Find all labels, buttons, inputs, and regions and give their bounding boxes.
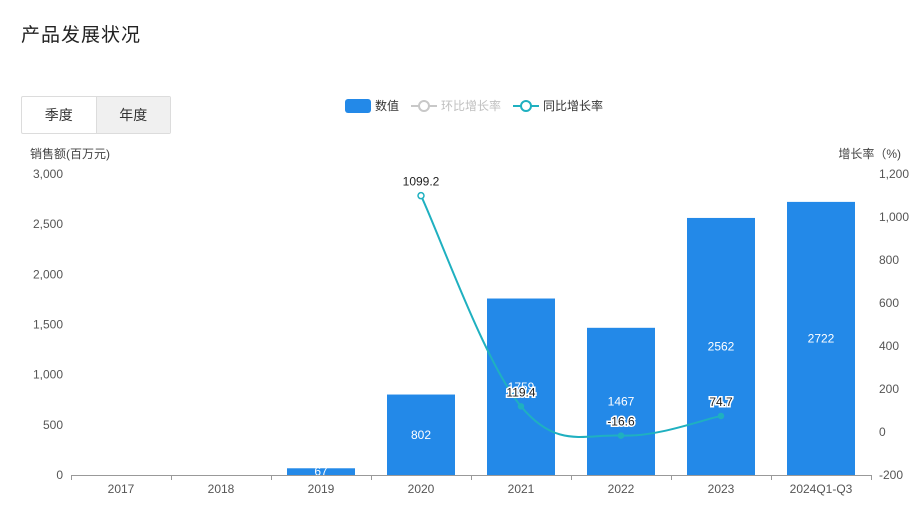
right-tick-label: 200	[879, 382, 899, 396]
yoy-line-series: 1099.2 119.4 -16.6 74.7	[403, 175, 735, 439]
page-title: 产品发展状况	[21, 25, 142, 46]
x-tick-label: 2024Q1-Q3	[790, 482, 853, 496]
left-tick-label: 3,000	[33, 167, 63, 181]
legend-label: 同比增长率	[543, 98, 603, 113]
bar	[687, 217, 755, 476]
right-tick-label: 1,200	[879, 167, 909, 181]
yoy-line-path	[420, 195, 722, 438]
left-tick-label: 0	[56, 468, 63, 482]
legend-swatch-bar	[345, 99, 371, 113]
x-tick-label: 2019	[308, 482, 335, 496]
left-tick-label: 500	[43, 418, 63, 432]
x-tick-label: 2018	[208, 482, 235, 496]
chart-legend: 数值 环比增长率 同比增长率	[345, 98, 603, 113]
right-tick-label: -200	[879, 468, 903, 482]
x-tick-label: 2020	[408, 482, 435, 496]
legend-swatch-marker	[418, 100, 430, 112]
quarter-toggle-button[interactable]: 季度	[44, 107, 73, 123]
bar-value-label: 67	[314, 465, 328, 479]
yoy-line-point	[717, 412, 725, 420]
x-tick-label: 2023	[708, 482, 735, 496]
left-tick-label: 2,000	[33, 267, 63, 281]
right-tick-label: 800	[879, 253, 899, 267]
yoy-line-point	[417, 191, 425, 200]
x-tick-label: 2022	[608, 482, 635, 496]
right-axis-ticks: -200 0 200 400 600 800 1,000 1,200	[879, 167, 909, 482]
right-tick-label: 400	[879, 339, 899, 353]
bar-series: 67 802 1759 1467 2562 2722	[287, 201, 855, 479]
bar-value-label: 2562	[708, 339, 735, 353]
left-tick-label: 1,500	[33, 318, 63, 332]
bar-value-label: 1467	[608, 394, 635, 408]
right-tick-label: 0	[879, 425, 886, 439]
legend-swatch-marker	[520, 100, 532, 112]
right-axis-title: 增长率（%)	[838, 146, 901, 161]
yoy-line-point	[517, 403, 525, 410]
left-axis-ticks: 0 500 1,000 1,500 2,000 2,500 3,000	[33, 167, 63, 482]
right-tick-label: 600	[879, 296, 899, 310]
bar	[587, 327, 655, 475]
bar-value-label: 802	[411, 428, 431, 442]
year-toggle-button[interactable]: 年度	[95, 97, 170, 133]
bar-value-label: 1759	[508, 380, 535, 394]
legend-label: 环比增长率	[441, 98, 501, 113]
right-tick-label: 1,000	[879, 210, 909, 224]
period-toggle: 季度 年度	[21, 96, 171, 134]
yoy-value-label: 1099.2	[403, 175, 440, 189]
yoy-line-point	[617, 432, 625, 439]
left-tick-label: 1,000	[33, 368, 63, 382]
bar	[387, 394, 455, 475]
bar	[287, 468, 355, 475]
yoy-value-label: -16.6	[607, 415, 635, 429]
bar-value-label: 2722	[808, 331, 835, 345]
yoy-value-label: 119.4	[506, 385, 535, 399]
legend-label: 数值	[375, 98, 399, 113]
x-tick-label: 2017	[108, 482, 135, 496]
bar	[487, 298, 555, 475]
bar	[787, 201, 855, 475]
x-axis: 2017 2018 2019 2020 2021 2022 2023 2024Q1-Q3	[71, 475, 872, 496]
yoy-value-label: 74.7	[709, 395, 733, 409]
left-tick-label: 2,500	[33, 217, 63, 231]
x-tick-label: 2021	[508, 482, 535, 496]
left-axis-title: 销售额(百万元)	[30, 146, 110, 161]
